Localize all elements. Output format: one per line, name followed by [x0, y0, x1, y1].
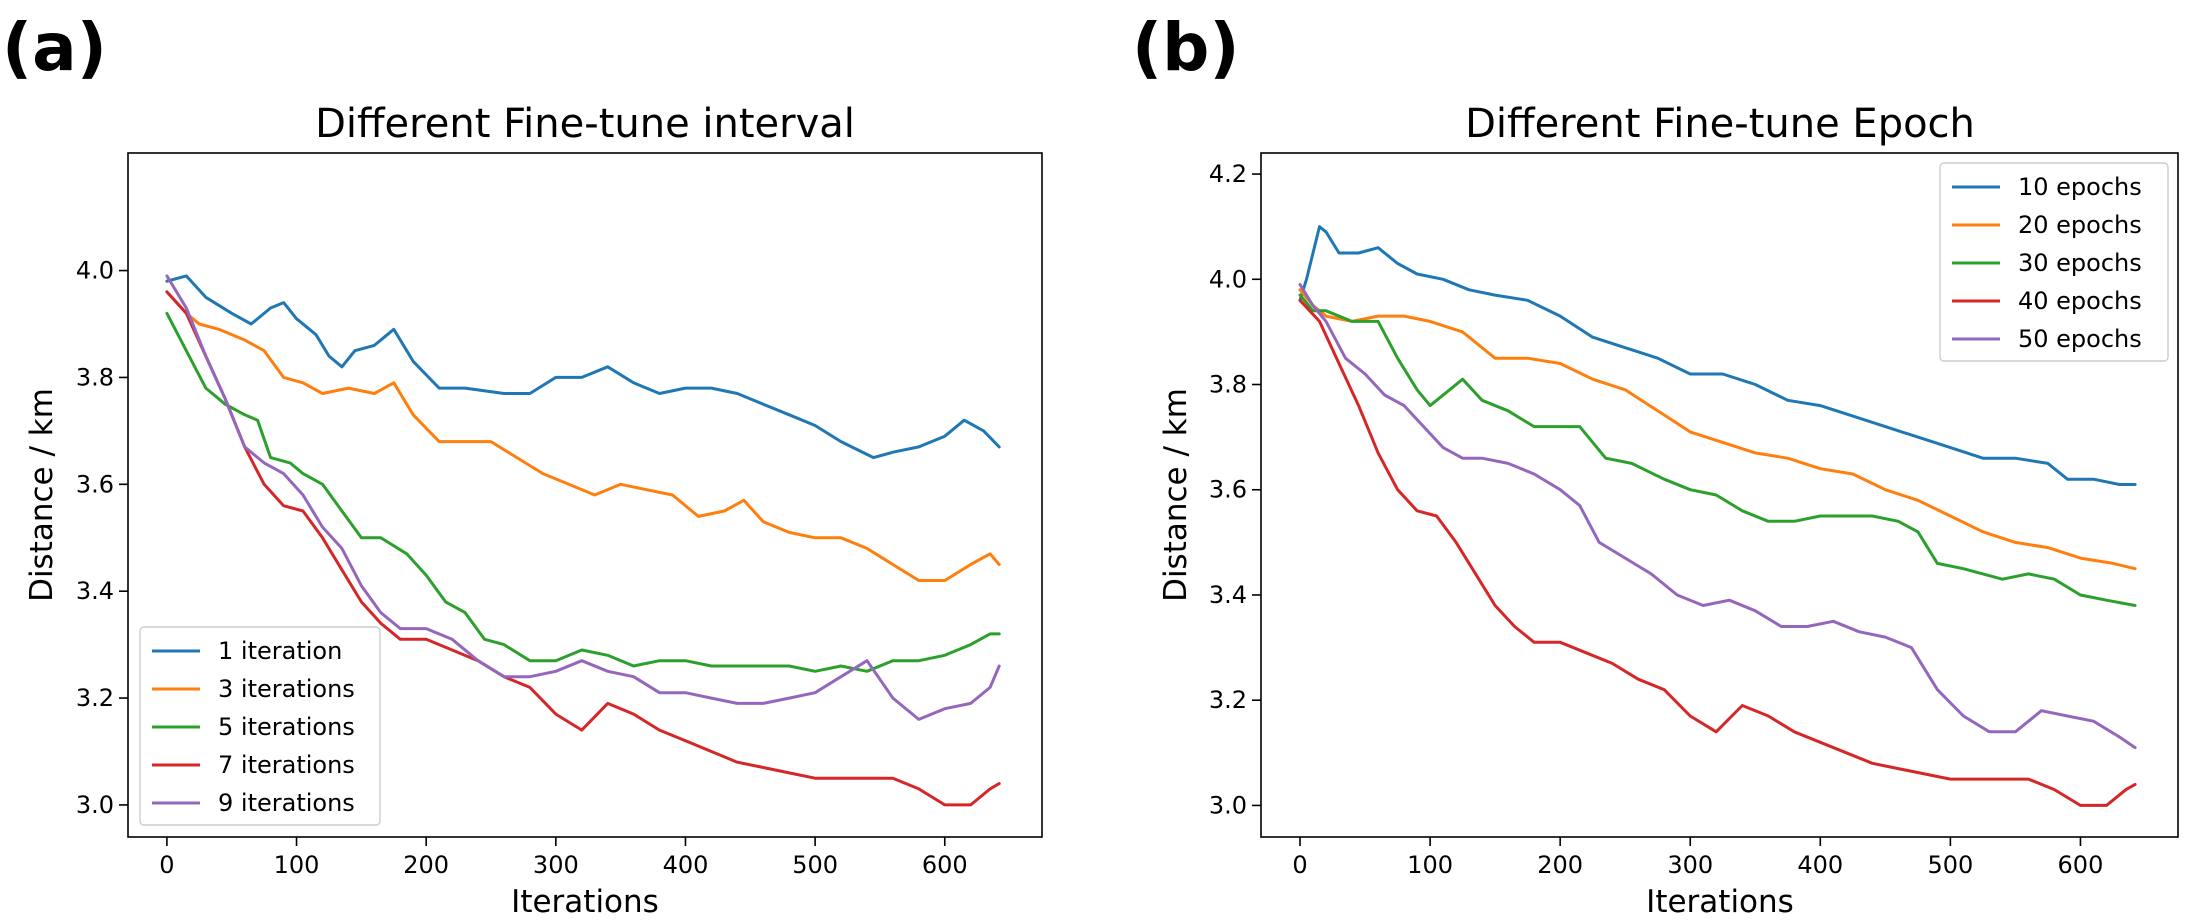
- panel-b-x-tick-label: 0: [1292, 851, 1307, 879]
- panel-a-legend: 1 iteration 3 iterations 5 iterations 7 ite…: [139, 626, 381, 826]
- panel-a-series-9-iterations: [165, 274, 1001, 721]
- panel-a-y-tick-label: 3.6: [76, 470, 114, 498]
- panel-b-legend-label-40-epochs: 40 epochs: [2018, 287, 2142, 315]
- panel-a-y-tick-label: 3.4: [76, 577, 114, 605]
- panel-b-legend-label-20-epochs: 20 epochs: [2018, 211, 2142, 239]
- panel-b-y-tick-label: 4.0: [1209, 265, 1247, 293]
- panel-b-title: Different Fine-tune Epoch: [1465, 101, 1975, 147]
- panel-b-y-ticks: 3.0 3.2 3.4 3.6 3.8 4.0 4.2: [1209, 160, 1261, 819]
- panel-a-legend-label-5-iterations: 5 iterations: [218, 713, 355, 741]
- panel-b-y-tick-label: 3.0: [1209, 791, 1247, 819]
- panel-b-x-tick-label: 300: [1667, 851, 1713, 879]
- panel-a-x-tick-label: 500: [792, 851, 838, 879]
- panel-a-x-tick-label: 300: [533, 851, 579, 879]
- panel-a-x-tick-label: 400: [663, 851, 709, 879]
- panel-a-axes-frame: [127, 152, 1043, 838]
- panel-b-y-tick-label: 4.2: [1209, 160, 1247, 188]
- panel-a-y-ticks: 3.0 3.2 3.4 3.6 3.8 4.0: [76, 257, 128, 819]
- panel-a-y-axis-label: Distance / km: [24, 388, 60, 602]
- panel-b-series-10-epochs: [1298, 225, 2137, 486]
- panel-a-x-ticks: 0 100 200 300 400 500 600: [159, 837, 968, 879]
- panel-a-label: (a): [2, 9, 107, 86]
- panel-a-legend-label-1-iteration: 1 iteration: [218, 637, 342, 665]
- panel-b-x-tick-label: 100: [1407, 851, 1453, 879]
- panel-b-axes-frame: [1260, 152, 2179, 838]
- panel-a-series-1-iteration: [165, 274, 1001, 460]
- panel-b-x-tick-label: 200: [1537, 851, 1583, 879]
- panel-a-legend-label-9-iterations: 9 iterations: [218, 789, 355, 817]
- panel-a-series-5-iterations: [165, 311, 1001, 673]
- panel-a-series-7-iterations: [165, 290, 1001, 807]
- panel-b-y-tick-label: 3.6: [1209, 476, 1247, 504]
- panel-a-y-tick-label: 3.2: [76, 684, 114, 712]
- panel-b-x-axis-label: Iterations: [1646, 884, 1794, 920]
- panel-a-x-tick-label: 100: [274, 851, 320, 879]
- panel-a-legend-box: [139, 626, 381, 826]
- panel-b-legend: 10 epochs 20 epochs 30 epochs 40 epochs 50 e…: [1939, 162, 2169, 362]
- panel-b-series-40-epochs: [1298, 298, 2137, 807]
- panel-a-y-tick-label: 3.0: [76, 791, 114, 819]
- panel-a-legend-label-3-iterations: 3 iterations: [218, 675, 355, 703]
- panel-a-y-tick-label: 3.8: [76, 363, 114, 391]
- panel-b-legend-label-10-epochs: 10 epochs: [2018, 173, 2142, 201]
- panel-a-x-tick-label: 200: [403, 851, 449, 879]
- panel-b-legend-label-50-epochs: 50 epochs: [2018, 325, 2142, 353]
- panel-b-y-tick-label: 3.8: [1209, 371, 1247, 399]
- panel-b-series-20-epochs: [1298, 288, 2137, 571]
- panel-b-x-tick-label: 400: [1797, 851, 1843, 879]
- panel-a-title: Different Fine-tune interval: [315, 101, 855, 147]
- panel-a-x-tick-label: 600: [922, 851, 968, 879]
- panel-b-y-axis-label: Distance / km: [1158, 388, 1194, 602]
- panel-a-plot-area: [165, 274, 1001, 807]
- panel-a-series-3-iterations: [165, 290, 1001, 582]
- panel-b-series-50-epochs: [1298, 283, 2137, 750]
- panel-b-plot-area: [1298, 225, 2137, 807]
- panel-b-label: (b): [1132, 9, 1240, 86]
- panel-b-series-30-epochs: [1298, 293, 2137, 607]
- panel-b-x-tick-label: 500: [1927, 851, 1973, 879]
- panel-a-legend-label-7-iterations: 7 iterations: [218, 751, 355, 779]
- panel-a-x-tick-label: 0: [159, 851, 174, 879]
- panel-a: (a) Different Fine-tune interval 0 100 200…: [2, 9, 1043, 920]
- panel-b-legend-label-30-epochs: 30 epochs: [2018, 249, 2142, 277]
- panel-b: (b) Different Fine-tune Epoch 0 100 200 300…: [1132, 9, 2179, 920]
- panel-b-x-tick-label: 600: [2058, 851, 2104, 879]
- panel-b-x-ticks: 0 100 200 300 400 500 600: [1292, 837, 2103, 879]
- panel-b-y-tick-label: 3.4: [1209, 581, 1247, 609]
- panel-a-x-axis-label: Iterations: [511, 884, 659, 920]
- panel-b-y-tick-label: 3.2: [1209, 686, 1247, 714]
- panel-a-y-tick-label: 4.0: [76, 257, 114, 285]
- panel-b-legend-box: [1939, 162, 2169, 362]
